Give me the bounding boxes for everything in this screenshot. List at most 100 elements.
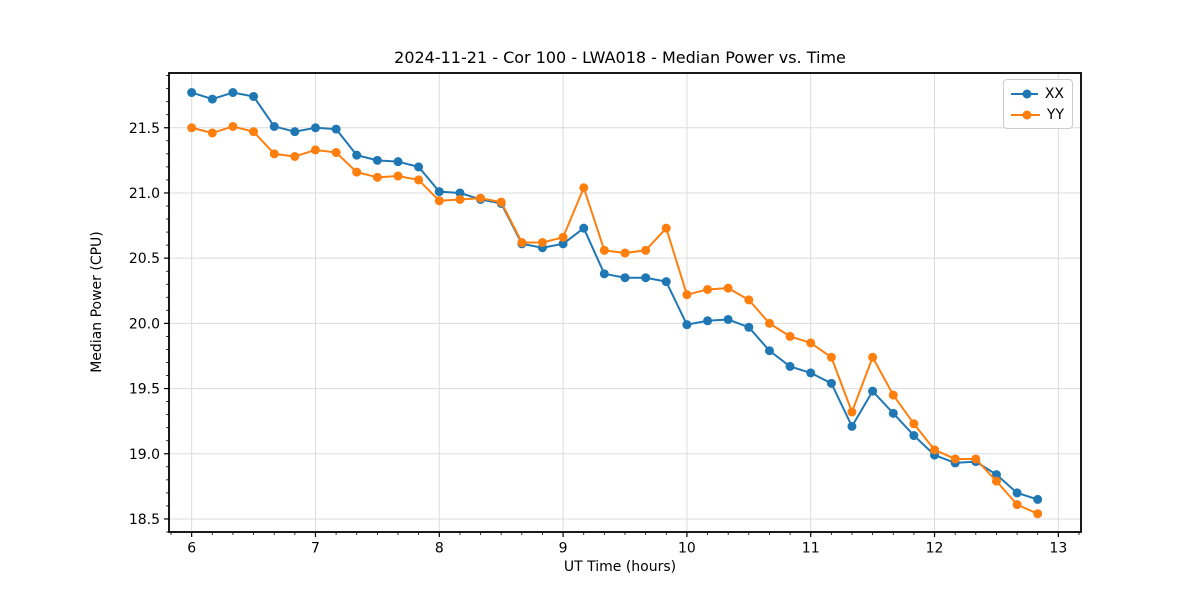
y-tick-label: 20.0 [129, 316, 160, 332]
data-point [207, 94, 217, 104]
data-point [703, 316, 713, 326]
data-point [826, 378, 836, 388]
legend-label: YY [1046, 106, 1064, 123]
data-point [558, 232, 568, 242]
data-point [207, 128, 217, 138]
data-point [579, 183, 589, 193]
series-yy [187, 121, 1043, 519]
data-point [228, 121, 238, 131]
y-tick-label: 19.5 [129, 382, 160, 398]
data-point [991, 476, 1001, 486]
data-point [393, 157, 403, 167]
data-point [434, 196, 444, 206]
data-point [641, 245, 651, 255]
y-tick-label: 21.5 [129, 121, 160, 137]
data-point [331, 148, 341, 158]
data-point [641, 273, 651, 283]
data-point [909, 431, 919, 441]
data-point [909, 419, 919, 429]
y-axis-label: Median Power (CPU) [89, 231, 105, 373]
x-tick-label: 10 [678, 541, 696, 557]
data-point [455, 188, 465, 198]
data-point [517, 238, 527, 248]
y-tick-label: 20.5 [129, 251, 160, 267]
data-point [290, 127, 300, 137]
data-point [620, 273, 630, 283]
data-point [682, 320, 692, 330]
data-point [888, 390, 898, 400]
data-point [372, 155, 382, 165]
data-point [249, 127, 259, 137]
data-point [703, 284, 713, 294]
data-point [723, 314, 733, 324]
data-point [764, 318, 774, 328]
legend-swatch-icon [1011, 110, 1040, 119]
data-point [228, 88, 238, 98]
data-point [971, 454, 981, 464]
data-point [352, 150, 362, 160]
data-point [785, 331, 795, 341]
data-point [393, 171, 403, 181]
data-point [744, 295, 754, 305]
data-point [331, 124, 341, 134]
data-point [868, 386, 878, 396]
major-ticks [164, 127, 1059, 537]
data-point [599, 245, 609, 255]
data-point [1012, 500, 1022, 510]
data-point [661, 223, 671, 233]
data-point [434, 187, 444, 197]
data-point [723, 283, 733, 293]
data-point [414, 162, 424, 172]
data-point [579, 223, 589, 233]
data-point [269, 149, 279, 159]
y-tick-label: 18.5 [129, 512, 160, 528]
data-point [187, 123, 197, 133]
data-point [187, 88, 197, 98]
y-tick-label: 21.0 [129, 186, 160, 202]
x-axis-label: UT Time (hours) [563, 559, 677, 575]
data-point [950, 454, 960, 464]
grid [169, 73, 1081, 532]
minor-ticks [166, 75, 1080, 535]
data-point [930, 445, 940, 455]
data-point [372, 172, 382, 182]
data-point [785, 361, 795, 371]
legend: XX YY [1003, 79, 1073, 129]
data-point [868, 352, 878, 362]
data-point [620, 248, 630, 258]
plot-border [168, 72, 1082, 533]
legend-item-xx: XX [1011, 84, 1064, 103]
x-tick-label: 12 [926, 541, 944, 557]
data-point [496, 197, 506, 207]
data-point [1033, 509, 1043, 519]
data-point [1033, 494, 1043, 504]
data-point [269, 121, 279, 131]
data-point [744, 322, 754, 332]
data-point [455, 194, 465, 204]
legend-swatch-icon [1011, 89, 1038, 98]
x-tick-label: 7 [311, 541, 320, 557]
data-point [310, 145, 320, 155]
data-point [661, 277, 671, 287]
data-point [806, 368, 816, 378]
data-point [1012, 488, 1022, 498]
series-line [191, 125, 1039, 515]
data-point [682, 290, 692, 300]
legend-label: XX [1044, 85, 1064, 102]
data-point [414, 175, 424, 185]
series-xx [187, 88, 1043, 504]
data-point [826, 352, 836, 362]
data-point [310, 123, 320, 133]
x-tick-label: 6 [187, 541, 196, 557]
x-tick-label: 8 [435, 541, 444, 557]
tick-labels: 6 7 8 9 10 11 12 13 18.5 19.0 19.5 20.0 20.5 21.0 21.5 [129, 121, 1067, 557]
y-tick-label: 19.0 [129, 447, 160, 463]
data-point [476, 193, 486, 203]
data-point [599, 269, 609, 279]
data-point [888, 408, 898, 418]
x-tick-label: 11 [802, 541, 820, 557]
data-point [249, 91, 259, 101]
data-point [558, 239, 568, 249]
